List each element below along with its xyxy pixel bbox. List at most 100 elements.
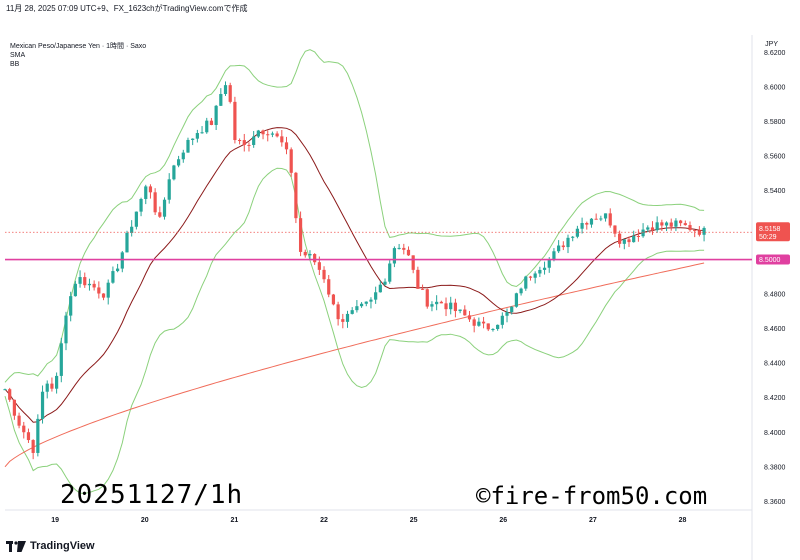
candle-body [200,132,204,134]
candle-body [486,323,490,330]
candle-body [453,302,458,312]
candle-body [646,227,650,230]
candle-body [120,252,124,269]
candle-body [252,136,256,145]
candle-body [106,282,110,298]
x-tick-label: 25 [410,517,418,524]
candle-body [388,263,392,282]
candle-body [524,276,528,289]
candle-body [261,130,265,135]
candle-body [594,218,598,220]
candle-body [688,225,692,231]
tradingview-footer: TradingView [6,540,95,552]
x-tick-label: 26 [499,517,507,524]
candle-body [247,144,251,146]
candle-body [683,223,687,226]
candle-body [228,85,232,102]
candle-body [12,399,16,416]
candle-body [345,313,350,322]
candle-body [580,223,584,229]
price-tag-value: 8.5158 [759,226,781,233]
candle-body [575,228,579,237]
candle-body [533,273,537,278]
candle-body [69,296,73,316]
candle-body [78,277,82,284]
price-tag-box [756,222,790,242]
candle-body [622,239,626,244]
watermark-date: 20251127/1h [60,480,244,510]
candle-body [481,321,486,324]
y-tick-label: 8.5400 [764,188,786,195]
candle-body [3,389,7,391]
candle-body [55,375,59,389]
candle-body [613,225,617,234]
candle-body [420,288,425,290]
y-tick-label: 8.5600 [764,153,786,160]
candle-body [205,120,209,133]
candle-body [632,235,636,243]
candle-body [8,389,12,400]
y-tick-label: 8.4200 [764,395,786,402]
candle-body [444,303,448,310]
x-tick-label: 21 [231,517,239,524]
candle-body [125,232,129,253]
candle-body [26,432,31,441]
candle-body [101,293,106,298]
candle-body [256,130,260,137]
candle-body [650,227,655,231]
candle-body [674,220,678,227]
candle-body [162,199,167,217]
legend-symbol[interactable]: Mexican Peso/Japanese Yen · 1時間 · Saxo [10,43,147,50]
candle-body [284,142,289,150]
chart-header: 11月 28, 2025 07:09 UTC+9、FX_1623chがTradi… [6,4,248,13]
candle-body [195,133,199,139]
tradingview-logo-icon [6,540,26,552]
candle-body [547,259,551,268]
candle-body [209,120,214,125]
y-tick-label: 8.6000 [764,84,786,91]
candle-body [355,306,359,311]
candle-body [364,301,368,304]
candle-body [22,425,26,433]
x-tick-label: 28 [679,517,687,524]
tradingview-brand: TradingView [30,540,95,552]
candle-body [341,319,345,322]
candle-body [561,245,565,248]
candle-body [176,159,181,166]
candle-body [322,269,326,280]
legend-bb[interactable]: BB [10,61,20,68]
candle-body [603,213,608,219]
candle-body [491,329,495,331]
candle-body [669,222,673,227]
candle-body [566,237,570,248]
candle-body [317,262,321,270]
y-tick-label: 8.3600 [764,499,786,506]
candle-body [557,245,561,252]
candle-body [275,133,279,137]
candle-body [655,222,659,231]
candle-body [116,268,120,272]
candle-body [439,301,443,304]
legend-sma[interactable]: SMA [10,52,26,59]
candle-body [313,254,317,263]
candle-body [416,269,420,289]
x-tick-label: 27 [589,517,597,524]
candle-body [585,223,589,225]
candle-body [148,186,153,193]
candle-body [500,315,504,325]
line-tag-value: 8.5000 [759,257,781,264]
candle-body [463,309,467,316]
candle-body [636,235,640,237]
candle-body [528,276,533,278]
candle-body [641,229,645,237]
candle-body [599,218,603,220]
candle-body [303,251,307,256]
y-tick-label: 8.4000 [764,430,786,437]
candle-body [435,301,439,305]
candle-body [477,321,481,326]
candle-body [458,309,462,312]
y-tick-label: 8.3800 [764,464,786,471]
candle-body [392,248,397,264]
candle-body [331,294,336,305]
